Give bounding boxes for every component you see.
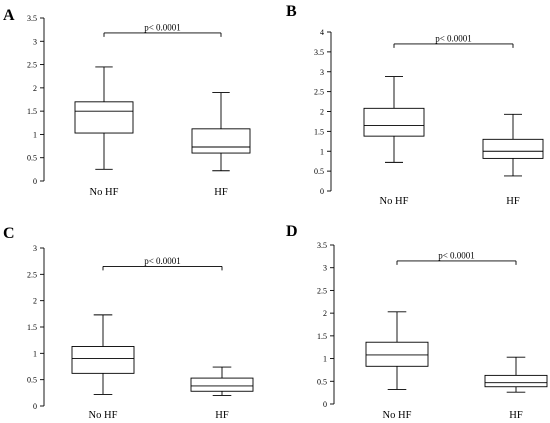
y-tick-label: 1 (33, 349, 37, 358)
box-hf (190, 366, 254, 396)
box-no-hf (365, 311, 429, 390)
panel-a: A 0 0.5 1 1.5 2 2.5 3 3.5 No HF HF p< 0.0001 (3, 7, 251, 198)
category-label: HF (506, 196, 520, 207)
iqr-box (191, 128, 251, 154)
panel-letter-a: A (3, 7, 15, 24)
y-tick-label: 1.5 (314, 127, 324, 136)
y-tick-label: 2 (33, 84, 37, 93)
p-value-label: p< 0.0001 (435, 33, 472, 43)
category-label: HF (509, 410, 523, 421)
category-label: No HF (89, 410, 118, 421)
y-tick-label: 1.5 (317, 332, 327, 341)
y-tick-label: 1.5 (27, 107, 37, 116)
y-tick-label: 1 (323, 355, 327, 364)
y-tick-label: 0 (33, 402, 37, 411)
y-tick-label: 0 (33, 177, 37, 186)
y-tick-label: 3 (33, 37, 37, 46)
y-tick-label: 2 (323, 309, 327, 318)
y-tick-label: 4 (320, 28, 324, 37)
y-tick-label: 0 (320, 187, 324, 196)
panel-c: C 0 0.5 1 1.5 2 2.5 3 No HF HF p< 0.0001 (3, 225, 254, 421)
iqr-box (71, 346, 135, 374)
y-tick-label: 0 (323, 400, 327, 409)
box-hf (484, 356, 548, 393)
y-tick-label: 0.5 (317, 377, 327, 386)
y-tick-label: 1 (320, 147, 324, 156)
iqr-box (190, 377, 254, 392)
iqr-box (482, 138, 544, 159)
y-tick-label: 3 (323, 264, 327, 273)
p-value-label: p< 0.0001 (438, 250, 475, 260)
iqr-box (365, 341, 429, 367)
p-value-label: p< 0.0001 (144, 256, 181, 266)
box-no-hf (74, 66, 134, 170)
y-tick-label: 0.5 (27, 376, 37, 385)
y-tick-label: 3.5 (317, 241, 327, 250)
y-tick-label: 3 (320, 68, 324, 77)
y-tick-label: 2.5 (27, 270, 37, 279)
box-no-hf (363, 76, 425, 163)
p-value-label: p< 0.0001 (144, 22, 181, 32)
box-no-hf (71, 314, 135, 395)
category-label: No HF (380, 196, 409, 207)
y-tick-label: 1.5 (27, 323, 37, 332)
category-label: HF (215, 410, 229, 421)
y-tick-label: 3.5 (314, 48, 324, 57)
y-tick-label: 2 (320, 108, 324, 117)
y-tick-label: 2.5 (27, 61, 37, 70)
category-label: HF (214, 187, 228, 198)
y-tick-label: 2.5 (317, 286, 327, 295)
category-label: No HF (90, 187, 119, 198)
y-tick-label: 1 (33, 130, 37, 139)
iqr-box (74, 101, 134, 134)
box-hf (482, 113, 544, 177)
panel-letter-b: B (286, 3, 297, 20)
category-label: No HF (383, 410, 412, 421)
iqr-box (363, 107, 425, 137)
y-tick-label: 2.5 (314, 88, 324, 97)
y-tick-label: 3.5 (27, 14, 37, 23)
y-tick-label: 0.5 (27, 154, 37, 163)
panel-letter-d: D (286, 223, 298, 240)
panel-d: D 0 0.5 1 1.5 2 2.5 3 3.5 No HF HF p< 0.0001 (286, 223, 548, 421)
panel-b: B 0 0.5 1 1.5 2 2.5 3 3.5 4 No HF HF p< 0.0001 (286, 3, 544, 207)
panel-letter-c: C (3, 225, 15, 242)
y-tick-label: 3 (33, 244, 37, 253)
iqr-box (484, 374, 548, 388)
box-hf (191, 92, 251, 172)
y-tick-label: 2 (33, 297, 37, 306)
y-tick-label: 0.5 (314, 167, 324, 176)
